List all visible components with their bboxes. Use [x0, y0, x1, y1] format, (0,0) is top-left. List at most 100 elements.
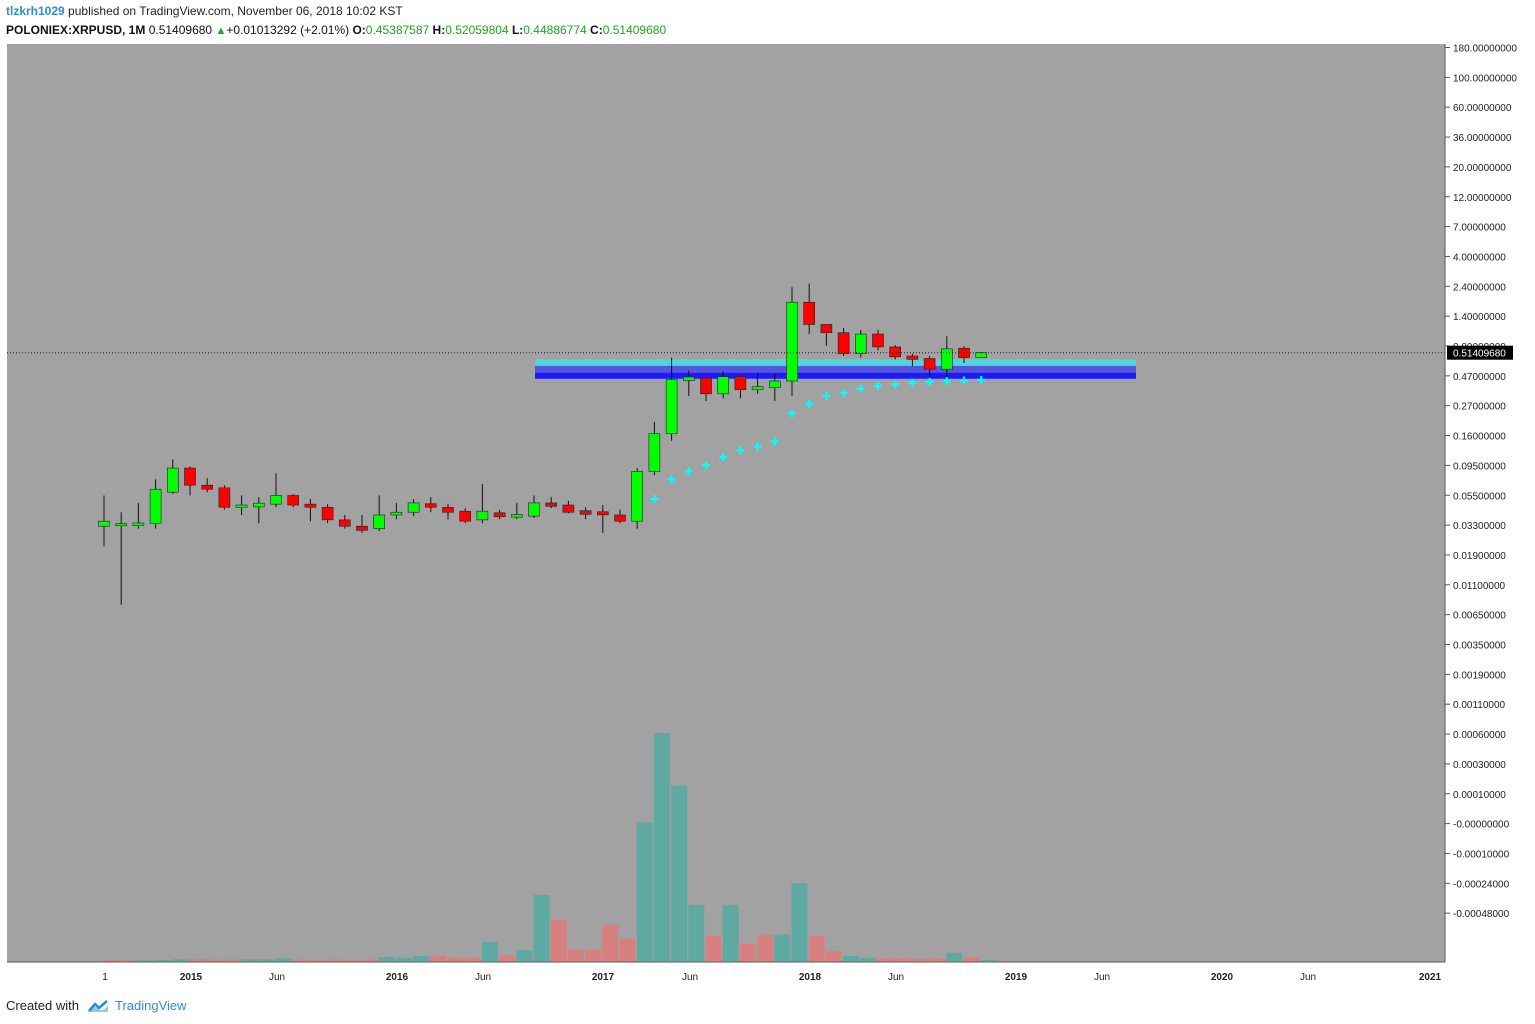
candle-body	[854, 333, 867, 355]
sar-cross	[839, 388, 848, 397]
candle	[579, 507, 592, 520]
author-link[interactable]: tlzkrh1029	[6, 4, 65, 18]
candle	[167, 459, 179, 494]
open-value: 0.45387587	[365, 23, 430, 37]
candle-body	[373, 514, 386, 529]
candle-body	[287, 495, 300, 506]
x-tick-label: 2015	[180, 972, 203, 983]
volume-bar	[378, 957, 395, 961]
candle-body	[940, 348, 953, 370]
candle	[253, 497, 265, 524]
candle	[218, 485, 231, 510]
candle	[459, 508, 472, 524]
y-tick-label: -0.00000000	[1453, 820, 1510, 831]
candle	[614, 509, 626, 524]
volume-bar	[550, 919, 567, 961]
y-tick-label: 0.27000000	[1453, 402, 1506, 413]
volume-bar	[499, 955, 516, 961]
candle	[872, 329, 884, 351]
candle	[132, 502, 145, 529]
y-tick-label: 0.47000000	[1453, 372, 1506, 383]
candle	[390, 502, 403, 520]
candle	[751, 372, 764, 394]
y-tick-label: 0.00650000	[1453, 611, 1506, 622]
candle	[149, 479, 162, 529]
candle-body	[270, 495, 282, 505]
y-tick-label: 0.03300000	[1453, 521, 1506, 532]
volume-bar	[395, 957, 412, 961]
volume-bar	[327, 959, 344, 961]
candle-body	[424, 503, 437, 508]
sar-cross	[788, 409, 796, 418]
y-tick-label: 0.00010000	[1453, 790, 1506, 801]
candle	[528, 495, 540, 518]
sar-cross	[667, 475, 676, 484]
up-arrow-icon: ▲	[215, 25, 227, 37]
y-axis[interactable]: 180.00000000 100.00000000 60.00000000 36.00…	[1445, 44, 1517, 921]
volume-bar	[567, 949, 584, 961]
candle-body	[184, 467, 196, 486]
y-tick-label: 0.01900000	[1453, 551, 1506, 562]
candle	[98, 495, 110, 547]
close-value: 0.51409680	[602, 23, 667, 37]
candle-body	[682, 376, 695, 381]
zone-blue	[535, 372, 1136, 379]
candle-body	[872, 333, 884, 348]
candle	[201, 478, 213, 493]
candle	[596, 505, 609, 534]
change-value: +0.01013292 (+2.01%)	[226, 23, 350, 37]
y-tick-label: 180.00000000	[1453, 44, 1517, 55]
candle-body	[167, 467, 179, 493]
candle-body	[476, 510, 489, 521]
tradingview-logo-icon	[87, 999, 108, 1012]
zone-mid	[535, 365, 1136, 373]
y-tick-label: 0.00030000	[1453, 760, 1506, 771]
candle	[648, 421, 661, 476]
sar-cross	[960, 376, 968, 385]
y-tick-label: 2.40000000	[1453, 282, 1506, 293]
candle	[923, 356, 936, 379]
volume-bar	[309, 959, 326, 961]
volume-bar	[223, 959, 240, 961]
candle-body	[459, 510, 472, 522]
y-tick-label: 0.00110000	[1453, 700, 1506, 711]
y-tick-label: 60.00000000	[1453, 103, 1512, 114]
chart-panel-background	[7, 44, 1445, 962]
candle-body	[442, 506, 454, 513]
candle-body	[579, 510, 592, 515]
candle	[545, 497, 558, 509]
candle	[407, 498, 420, 517]
volume-bar	[791, 883, 808, 961]
y-tick-label: 7.00000000	[1453, 223, 1506, 234]
x-axis[interactable]: 1 2015 Jun 2016 Jun 2017 Jun 2018 Jun 2019 Jun 2020…	[102, 972, 1441, 983]
volume-bar	[739, 943, 756, 961]
volume-bar	[619, 938, 636, 961]
volume-bar	[292, 959, 309, 961]
candle-body	[717, 376, 730, 395]
price-chart[interactable]: 180.00000000 100.00000000 60.00000000 36.00…	[0, 0, 1535, 995]
volume-bars	[103, 733, 997, 961]
x-tick-label: 2019	[1005, 972, 1028, 983]
low-label: L:	[511, 23, 524, 37]
candle-body	[596, 511, 609, 516]
candle	[424, 497, 437, 513]
volume-bar	[929, 958, 946, 961]
y-tick-label: 4.00000000	[1453, 252, 1506, 263]
volume-bar	[258, 959, 275, 961]
y-tick-label: 20.00000000	[1453, 163, 1512, 174]
candle	[906, 353, 919, 366]
candle-body	[786, 301, 798, 382]
x-tick-label: Jun	[1094, 972, 1110, 983]
sar-cross	[874, 381, 882, 390]
y-tick-label: -0.00010000	[1453, 849, 1510, 860]
x-tick-label: Jun	[682, 972, 698, 983]
candle-body	[614, 514, 626, 522]
x-tick-label: Jun	[1300, 972, 1316, 983]
candle-body	[820, 324, 833, 334]
tradingview-brand-link[interactable]: TradingView	[114, 998, 187, 1013]
last-price: 0.51409680	[148, 23, 213, 37]
candle-body	[545, 502, 558, 507]
sar-cross	[908, 378, 917, 387]
y-tick-label: 36.00000000	[1453, 133, 1512, 144]
high-value: 0.52059804	[445, 23, 509, 37]
